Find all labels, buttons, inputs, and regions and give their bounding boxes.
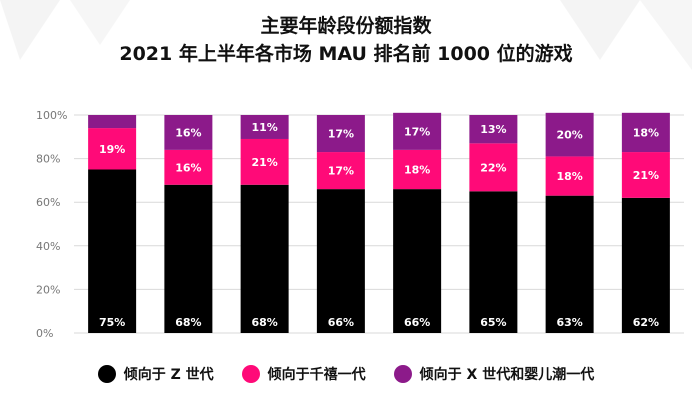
- y-tick-label: 60%: [36, 196, 60, 209]
- bar-segment: [164, 184, 213, 333]
- bar-segment: [240, 138, 289, 185]
- bar-segment: [393, 149, 442, 190]
- legend: 倾向于 Z 世代 倾向于千禧一代 倾向于 X 世代和婴儿潮一代: [0, 364, 692, 384]
- bar-segment: [240, 115, 289, 139]
- legend-swatch-gen-x-boomers: [393, 365, 412, 383]
- bar-segment: [393, 189, 442, 333]
- data-label: 13%: [480, 123, 506, 136]
- bar-segment: [316, 189, 365, 333]
- data-label: 17%: [328, 128, 354, 141]
- bar-segment: [164, 149, 213, 185]
- data-label: 21%: [633, 169, 659, 182]
- legend-label-gen-z: 倾向于 Z 世代: [123, 367, 214, 383]
- legend-swatch-millennials: [241, 365, 260, 383]
- data-label: 17%: [404, 125, 430, 138]
- y-tick-label: 100%: [36, 109, 67, 122]
- data-label: 68%: [251, 316, 277, 329]
- data-label: 18%: [633, 126, 659, 139]
- data-label: 18%: [404, 164, 430, 177]
- legend-label-gen-x-boomers: 倾向于 X 世代和婴儿潮一代: [419, 367, 595, 383]
- bar-segment: [469, 115, 518, 144]
- data-label: 11%: [251, 121, 277, 134]
- data-label: 18%: [556, 170, 582, 183]
- data-label: 68%: [175, 316, 201, 329]
- bar-segment: [316, 115, 365, 153]
- bar-segment: [621, 197, 670, 333]
- data-label: 63%: [556, 316, 582, 329]
- y-tick-label: 40%: [36, 240, 60, 253]
- bar-segment: [621, 112, 670, 153]
- bar-segment: [545, 156, 594, 196]
- data-label: 62%: [633, 316, 659, 329]
- data-label: 65%: [480, 316, 506, 329]
- chart-title-block: 主要年龄段份额指数 2021 年上半年各市场 MAU 排名前 1000 位的游戏: [0, 12, 692, 68]
- bar-segment: [240, 184, 289, 333]
- data-label: 22%: [480, 161, 506, 174]
- y-tick-label: 20%: [36, 283, 60, 296]
- bar-segment: [393, 112, 442, 150]
- data-label: 19%: [99, 143, 125, 156]
- y-tick-label: 80%: [36, 153, 60, 166]
- bar-segment: [469, 143, 518, 192]
- legend-item-gen-x-boomers: 倾向于 X 世代和婴儿潮一代: [393, 364, 595, 384]
- data-label: 17%: [328, 165, 354, 178]
- bar-segment: [164, 115, 213, 150]
- data-label: 21%: [251, 156, 277, 169]
- bar-segment: [88, 128, 137, 170]
- bar-segment: [316, 152, 365, 190]
- y-tick-label: 0%: [36, 327, 53, 340]
- legend-item-gen-z: 倾向于 Z 世代: [97, 364, 214, 384]
- bar-segment: [88, 169, 137, 333]
- legend-item-millennials: 倾向于千禧一代: [241, 364, 366, 384]
- chart-subtitle: 2021 年上半年各市场 MAU 排名前 1000 位的游戏: [119, 43, 573, 65]
- bar-segment: [545, 112, 594, 157]
- bar-segment: [621, 152, 670, 198]
- data-label: 16%: [175, 126, 201, 139]
- bar-segment: [88, 115, 137, 129]
- legend-swatch-gen-z: [97, 365, 116, 383]
- data-label: 16%: [175, 161, 201, 174]
- data-label: 75%: [99, 316, 125, 329]
- data-label: 20%: [556, 129, 582, 142]
- data-label: 66%: [404, 316, 430, 329]
- bar-segment: [469, 191, 518, 333]
- chart-title: 主要年龄段份额指数: [260, 15, 432, 37]
- data-label: 66%: [328, 316, 354, 329]
- bar-segment: [545, 195, 594, 333]
- legend-label-millennials: 倾向于千禧一代: [267, 367, 366, 383]
